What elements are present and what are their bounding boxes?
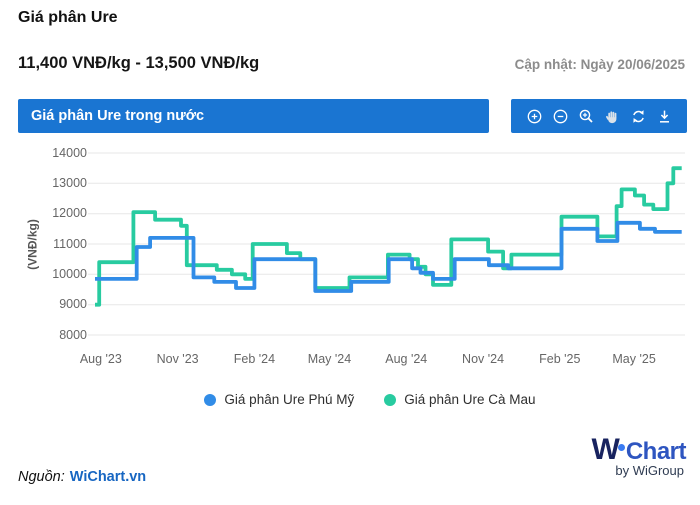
reset-refresh-icon[interactable] bbox=[630, 108, 647, 125]
wichart-logo: W Chart by WiGroup bbox=[591, 433, 687, 479]
zoom-out-icon[interactable] bbox=[552, 108, 569, 125]
x-tick-label: Aug '23 bbox=[79, 352, 122, 366]
source-label: Nguồn: bbox=[18, 469, 65, 485]
source-link[interactable]: WiChart.vn bbox=[69, 469, 147, 485]
zoom-search-icon[interactable] bbox=[578, 108, 595, 125]
x-tick-label: Aug '24 bbox=[385, 352, 428, 366]
chart-title: Giá phân Ure trong nước bbox=[31, 108, 205, 124]
pan-hand-icon[interactable] bbox=[604, 108, 621, 125]
x-tick-label: Feb '25 bbox=[539, 352, 581, 366]
y-tick-label: 12000 bbox=[52, 206, 87, 221]
logo-byline: by WiGroup bbox=[615, 463, 684, 478]
y-tick-label: 10000 bbox=[52, 266, 87, 281]
x-tick-label: Feb '24 bbox=[233, 352, 276, 366]
y-axis-title: (VNĐ/kg) bbox=[25, 219, 40, 270]
logo-chart-text: Chart bbox=[625, 438, 687, 465]
zoom-in-icon[interactable] bbox=[526, 108, 543, 125]
y-tick-label: 14000 bbox=[52, 145, 87, 160]
legend-label: Giá phân Ure Cà Mau bbox=[404, 392, 536, 407]
series-line-1 bbox=[95, 220, 682, 293]
y-tick-label: 13000 bbox=[52, 175, 87, 190]
legend-item[interactable]: Giá phân Ure Phú Mỹ bbox=[204, 392, 354, 407]
legend-item[interactable]: Giá phân Ure Cà Mau bbox=[384, 392, 536, 407]
source-note: Nguồn: WiChart.vn bbox=[18, 469, 146, 485]
x-tick-label: May '24 bbox=[307, 352, 352, 366]
series-line-0 bbox=[95, 166, 682, 307]
legend-label: Giá phân Ure Phú Mỹ bbox=[224, 392, 355, 407]
y-tick-label: 8000 bbox=[59, 327, 87, 342]
logo-w: W bbox=[591, 433, 620, 466]
chart-toolbar bbox=[511, 99, 687, 133]
chart-legend: Giá phân Ure Phú Mỹ Giá phân Ure Cà Mau bbox=[40, 392, 700, 407]
chart-title-bar: Giá phân Ure trong nước bbox=[18, 99, 489, 133]
y-tick-label: 9000 bbox=[59, 297, 87, 312]
legend-dot-icon bbox=[204, 393, 217, 406]
legend-dot-icon bbox=[384, 393, 397, 406]
page-title: Giá phân Ure bbox=[18, 9, 118, 26]
y-tick-label: 11000 bbox=[53, 236, 87, 251]
download-icon[interactable] bbox=[656, 108, 673, 125]
x-tick-label: Nov '23 bbox=[156, 352, 199, 366]
logo-i-dot-icon bbox=[617, 444, 625, 451]
x-tick-label: May '25 bbox=[612, 352, 656, 366]
x-tick-label: Nov '24 bbox=[462, 352, 505, 366]
price-range: 11,400 VNĐ/kg - 13,500 VNĐ/kg bbox=[18, 54, 260, 72]
updated-date: Cập nhật: Ngày 20/06/2025 bbox=[514, 57, 685, 72]
